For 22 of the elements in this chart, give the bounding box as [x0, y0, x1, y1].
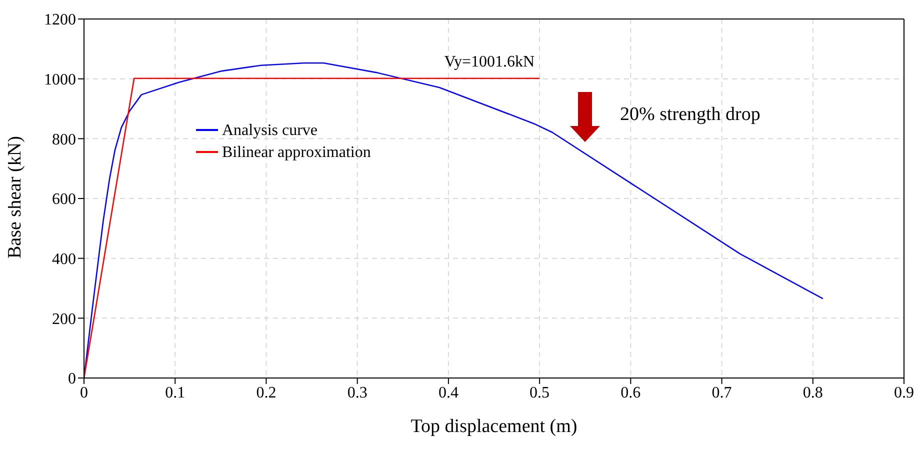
y-tick-label: 1000 — [44, 72, 76, 89]
x-tick-label: 0.5 — [530, 384, 550, 402]
x-tick-label: 0.4 — [438, 384, 458, 402]
y-tick-label: 400 — [52, 251, 76, 268]
x-tick-label: 0.2 — [256, 384, 276, 402]
x-tick-label: 0.6 — [620, 384, 641, 402]
y-tick-label: 800 — [52, 131, 76, 148]
legend-label: Bilinear approximation — [222, 144, 371, 161]
annotation: 20% strength drop — [620, 104, 760, 125]
x-tick-label: 0.3 — [347, 384, 368, 402]
annotation: Vy=1001.6kN — [444, 53, 536, 70]
y-tick-label: 600 — [52, 191, 76, 208]
x-axis-title: Top displacement (m) — [410, 416, 578, 437]
y-tick-label: 0 — [68, 370, 76, 388]
legend-label: Analysis curve — [222, 122, 318, 139]
x-tick-label: 0.1 — [165, 384, 186, 402]
y-tick-label: 200 — [52, 310, 76, 328]
x-tick-label: 0 — [80, 384, 88, 402]
x-tick-label: 0.8 — [802, 384, 823, 402]
x-tick-label: 0.9 — [894, 384, 914, 402]
y-tick-label: 1200 — [44, 12, 76, 29]
x-tick-label: 0.7 — [712, 384, 732, 402]
